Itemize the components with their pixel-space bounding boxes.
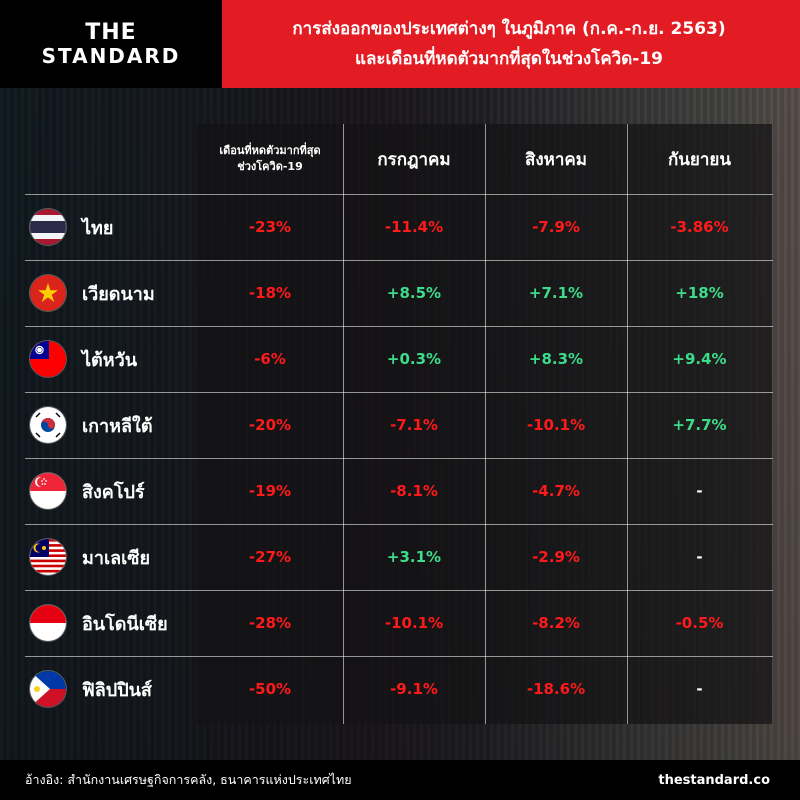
row-divider <box>25 656 773 657</box>
column-header-line: กันยายน <box>667 149 731 170</box>
column-header-text: สิงหาคม <box>525 146 587 173</box>
row-divider <box>25 260 773 261</box>
column-header-text: กรกฎาคม <box>377 146 450 173</box>
table-cell: - <box>696 680 703 698</box>
table-cell: -7.1% <box>390 416 438 434</box>
table-cell: -9.1% <box>390 680 438 698</box>
brand-line2: STANDARD <box>41 44 181 68</box>
country-label: อินโดนีเซีย <box>30 590 168 656</box>
column-header: สิงหาคม <box>485 124 627 194</box>
table-cell: - <box>696 548 703 566</box>
table-cell: -10.1% <box>384 614 444 632</box>
table-cell: +0.3% <box>386 350 442 368</box>
table-cell: -3.86% <box>670 218 729 236</box>
table-cell: +7.1% <box>528 284 584 302</box>
row-divider <box>25 194 773 195</box>
table-cell: -27% <box>248 548 292 566</box>
country-label: ไทย <box>30 194 113 260</box>
table-cell: +3.1% <box>386 548 442 566</box>
south-korea-flag-icon <box>30 407 66 443</box>
column-header-line: ช่วงโควิด-19 <box>237 160 303 173</box>
country-label: เกาหลีใต้ <box>30 392 153 458</box>
table-cell: +7.7% <box>672 416 727 434</box>
column-divider <box>343 124 344 724</box>
table-cell: -2.9% <box>532 548 580 566</box>
table-cell: - <box>696 482 703 500</box>
brand-logo: THE STANDARD <box>0 0 222 88</box>
table-cell: -28% <box>248 614 292 632</box>
table-cell: -19% <box>248 482 292 500</box>
column-divider <box>485 124 486 724</box>
thailand-flag-icon <box>30 209 66 245</box>
table-cell: -23% <box>248 218 292 236</box>
country-label: ฟิลิปปินส์ <box>30 656 152 722</box>
table-cell: -20% <box>248 416 292 434</box>
table-cell: -11.4% <box>384 218 444 236</box>
column-header-text: เดือนที่หดตัวมากที่สุดช่วงโควิด-19 <box>219 143 320 175</box>
country-name: เวียดนาม <box>82 283 155 305</box>
table-panel <box>197 124 772 724</box>
source-note: อ้างอิง: สำนักงานเศรษฐกิจการคลัง, ธนาคาร… <box>25 772 352 787</box>
country-label: เวียดนาม <box>30 260 155 326</box>
table-cell: -6% <box>254 350 286 368</box>
country-name: ฟิลิปปินส์ <box>82 679 152 701</box>
column-header-text: กันยายน <box>668 146 731 173</box>
table-cell: -7.9% <box>532 218 580 236</box>
malaysia-flag-icon <box>30 539 66 575</box>
country-name: สิงคโปร์ <box>82 481 145 503</box>
country-name: เกาหลีใต้ <box>82 415 153 437</box>
taiwan-flag-icon <box>30 341 66 377</box>
indonesia-flag-icon <box>30 605 66 641</box>
philippines-flag-icon <box>30 671 66 707</box>
table-cell: +18% <box>675 284 724 302</box>
table-cell: -18.6% <box>526 680 586 698</box>
row-divider <box>25 590 773 591</box>
column-divider <box>627 124 628 724</box>
table-cell: -0.5% <box>675 614 724 632</box>
table-cell: -18% <box>248 284 292 302</box>
table-cell: -8.1% <box>390 482 438 500</box>
table-cell: -10.1% <box>526 416 586 434</box>
page-title: การส่งออกของประเทศต่างๆ ในภูมิภาค (ก.ค.-… <box>222 0 800 88</box>
country-name: ไทย <box>82 217 114 239</box>
column-header-line: กรกฎาคม <box>377 149 451 170</box>
footer: อ้างอิง: สำนักงานเศรษฐกิจการคลัง, ธนาคาร… <box>0 760 800 800</box>
table-cell: +9.4% <box>672 350 727 368</box>
table-cell: +8.3% <box>528 350 584 368</box>
singapore-flag-icon <box>30 473 66 509</box>
column-header-line: สิงหาคม <box>524 149 587 170</box>
row-divider <box>25 524 773 525</box>
brand-line1: THE <box>85 20 137 45</box>
column-header: เดือนที่หดตัวมากที่สุดช่วงโควิด-19 <box>197 124 343 194</box>
header: THE STANDARD การส่งออกของประเทศต่างๆ ในภ… <box>0 0 800 88</box>
title-line1: การส่งออกของประเทศต่างๆ ในภูมิภาค (ก.ค.-… <box>292 19 726 39</box>
country-label: มาเลเซีย <box>30 524 150 590</box>
title-line2: และเดือนที่หดตัวมากที่สุดในช่วงโควิด-19 <box>354 49 663 69</box>
country-name: มาเลเซีย <box>82 547 151 569</box>
country-name: ไต้หวัน <box>82 349 138 371</box>
country-name: อินโดนีเซีย <box>82 613 168 635</box>
table-cell: -4.7% <box>532 482 580 500</box>
table-cell: -50% <box>248 680 292 698</box>
country-label: ไต้หวัน <box>30 326 137 392</box>
table-cell: +8.5% <box>386 284 442 302</box>
column-header: กรกฎาคม <box>343 124 485 194</box>
row-divider <box>25 326 773 327</box>
site-url: thestandard.co <box>658 772 770 788</box>
vietnam-flag-icon <box>30 275 66 311</box>
row-divider <box>25 458 773 459</box>
column-header-line: เดือนที่หดตัวมากที่สุด <box>219 144 321 157</box>
country-label: สิงคโปร์ <box>30 458 145 524</box>
table-cell: -8.2% <box>532 614 580 632</box>
column-header: กันยายน <box>627 124 772 194</box>
row-divider <box>25 392 773 393</box>
